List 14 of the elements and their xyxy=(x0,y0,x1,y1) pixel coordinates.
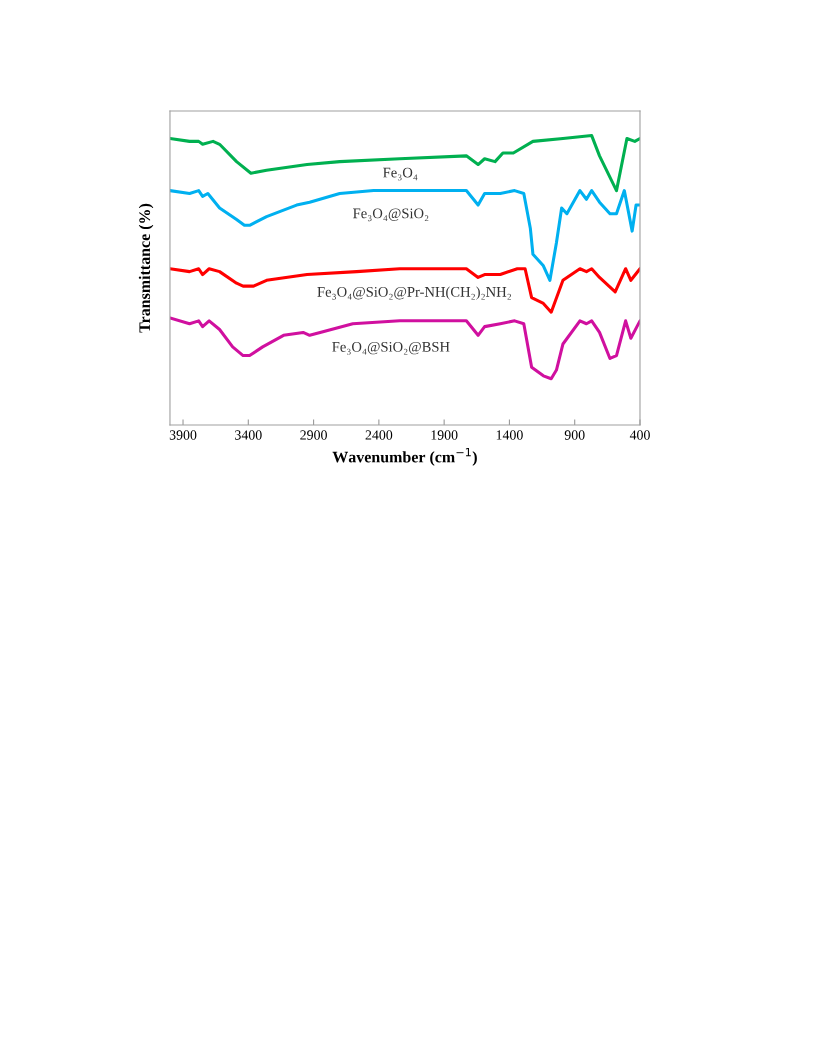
x-tick-label: 400 xyxy=(629,430,650,440)
x-tick-label: 2400 xyxy=(365,430,393,440)
x-tick-label: 3900 xyxy=(169,430,197,440)
series-label: Fe₃O₄@SiO₂@Pr-NH(CH₂)₂NH₂ xyxy=(317,286,511,300)
x-tick-label: 1900 xyxy=(431,430,458,440)
series-label: Fe₃O₄ xyxy=(383,167,418,181)
y-axis-title: Transmittance (%) xyxy=(138,203,154,333)
x-tick-label: 3400 xyxy=(235,430,262,440)
x-tick-label: 2900 xyxy=(300,430,327,440)
x-axis-title: Wavenumber (cm$^{−1}$) xyxy=(332,448,477,466)
series-label: Fe₃O₄@SiO₂@BSH xyxy=(332,341,450,355)
series-label: Fe₃O₄@SiO₂ xyxy=(353,208,429,222)
x-tick-label: 900 xyxy=(564,430,585,440)
x-tick-label: 1400 xyxy=(496,430,523,440)
